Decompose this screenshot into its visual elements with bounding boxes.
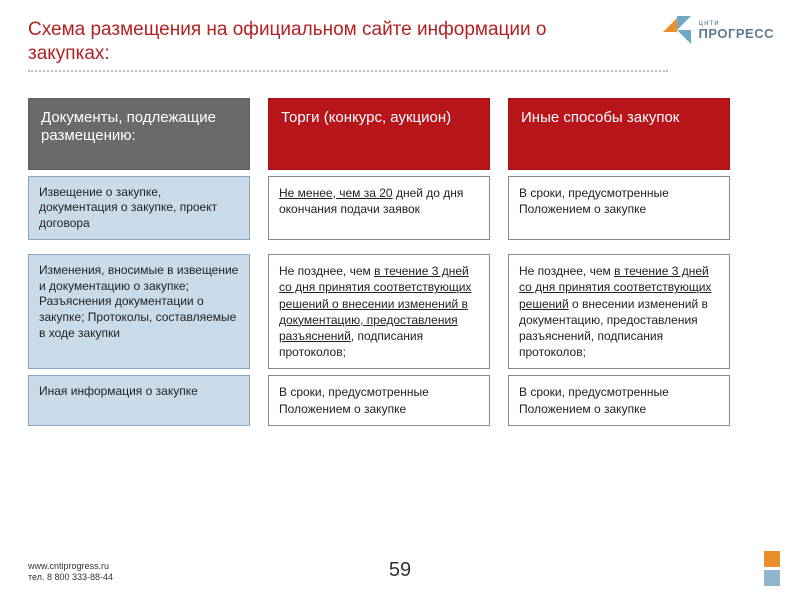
header-col-2: Иные способы закупок (508, 98, 730, 170)
row-cell: Не позднее, чем в течение 3 дней со дня … (268, 254, 490, 369)
brand-logo: цнти ПРОГРЕСС (663, 14, 774, 44)
row-cell: В сроки, предусмотренные Положением о за… (268, 375, 490, 425)
row-label: Извещение о закупке, документация о заку… (28, 176, 250, 241)
row-cell: В сроки, предусмотренные Положением о за… (508, 375, 730, 425)
row-cell: Не менее, чем за 20 дней до дня окончани… (268, 176, 490, 241)
content-grid: Документы, подлежащие размещению: Торги … (28, 98, 772, 426)
footer: www.cntiprogress.ru тел. 8 800 333-88-44 (28, 561, 113, 584)
divider-dotted (28, 70, 668, 72)
row-label: Иная информация о закупке (28, 375, 250, 425)
header-col-1: Торги (конкурс, аукцион) (268, 98, 490, 170)
corner-decor-icon (764, 551, 780, 586)
slide-title: Схема размещения на официальном сайте ин… (28, 18, 548, 66)
row-cell: Не позднее, чем в течение 3 дней со дня … (508, 254, 730, 369)
logo-mark-icon (663, 14, 693, 44)
logo-text-large: ПРОГРЕСС (699, 27, 774, 40)
page-number: 59 (389, 559, 411, 582)
row-cell: В сроки, предусмотренные Положением о за… (508, 176, 730, 241)
logo-text: цнти ПРОГРЕСС (699, 19, 774, 40)
footer-tel: тел. 8 800 333-88-44 (28, 572, 113, 584)
header-col-0: Документы, подлежащие размещению: (28, 98, 250, 170)
footer-url: www.cntiprogress.ru (28, 561, 113, 573)
row-label: Изменения, вносимые в извещение и докуме… (28, 254, 250, 369)
slide: Схема размещения на официальном сайте ин… (0, 0, 800, 600)
